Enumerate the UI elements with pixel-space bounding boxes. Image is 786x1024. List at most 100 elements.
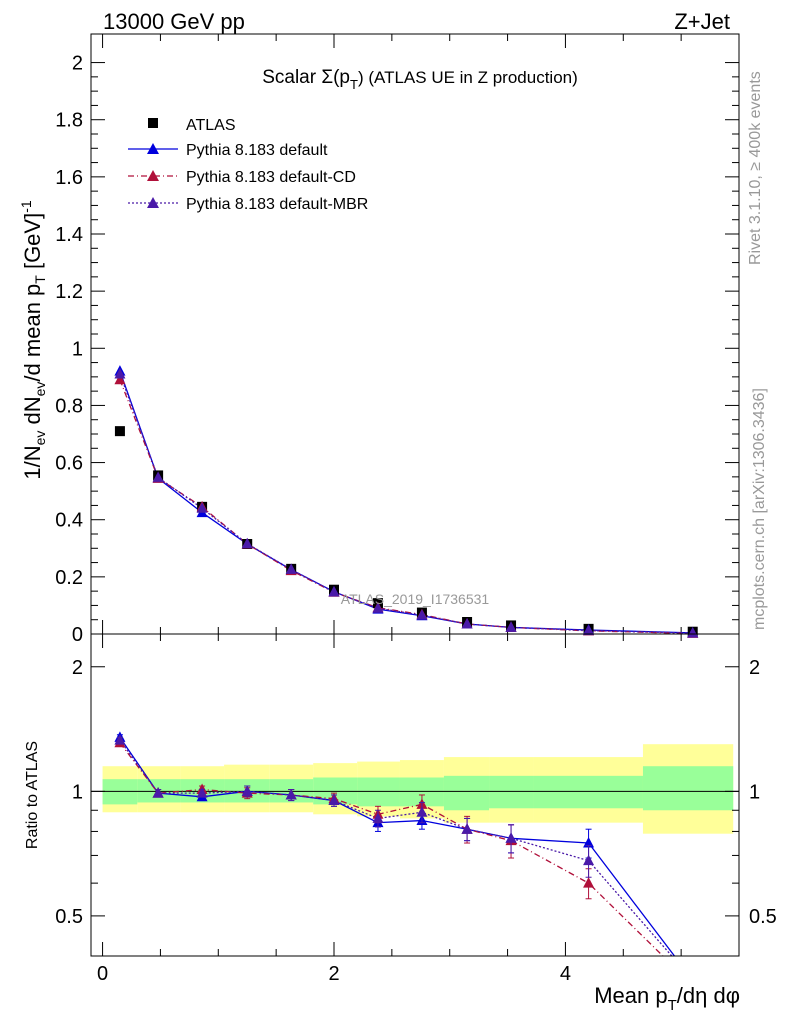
ylabel-b: dN bbox=[20, 396, 45, 430]
main-y-tick-label: 1.4 bbox=[55, 224, 83, 246]
ratio-y-tick-label: 1 bbox=[72, 781, 83, 803]
xlabel-sub: T bbox=[668, 997, 677, 1014]
ratio-data-point bbox=[241, 785, 253, 796]
ratio-x-tick-label: 2 bbox=[328, 963, 339, 985]
ratio-data-point bbox=[505, 832, 517, 843]
main-ylabel: 1/Nev dNev/d mean pT [GeV]-1 bbox=[18, 200, 48, 480]
legend-marker-cd bbox=[147, 170, 159, 181]
ylabel-c: /d mean p bbox=[20, 284, 45, 382]
main-y-tick-label: 1 bbox=[72, 338, 83, 360]
legend-item-cd: Pythia 8.183 default-CD bbox=[128, 169, 356, 186]
ratio-data-point bbox=[583, 837, 595, 848]
ylabel-d-sup: -1 bbox=[18, 200, 34, 213]
ratio-data-point bbox=[285, 788, 297, 800]
main-y-tick-label: 0.8 bbox=[55, 395, 83, 417]
ratio-x-tick-label: 0 bbox=[97, 963, 108, 985]
legend: ATLAS Pythia 8.183 default Pythia 8.183 … bbox=[128, 117, 368, 213]
main-x-ticks bbox=[102, 34, 682, 634]
main-y-tick-label: 0.4 bbox=[55, 510, 83, 532]
ratio-panel: 0.5 0.5 1 1 2 2 0 2 4 Ratio to ATLAS Mean pT/dη… bbox=[24, 633, 777, 1014]
main-series-line bbox=[119, 373, 693, 634]
main-y-tick-label: 0.2 bbox=[55, 567, 83, 589]
mc-data-point bbox=[285, 563, 297, 574]
ratio-series-line bbox=[119, 737, 676, 956]
legend-label-mbr: Pythia 8.183 default-MBR bbox=[186, 196, 368, 213]
header-right: Z+Jet bbox=[674, 9, 730, 34]
legend-item-atlas: ATLAS bbox=[148, 117, 236, 134]
ylabel-c-sub: T bbox=[32, 275, 48, 284]
main-y-tick-label: 1.8 bbox=[55, 110, 83, 132]
ratio-data-point bbox=[114, 734, 126, 745]
watermark: ATLAS_2019_I1736531 bbox=[341, 591, 490, 607]
ratio-x-tick-label: 4 bbox=[560, 963, 571, 985]
ratio-y-tick-label-right: 1 bbox=[749, 781, 760, 803]
title-suffix: ) (ATLAS UE in Z production) bbox=[358, 68, 578, 87]
main-y-tick-label: 0.6 bbox=[55, 453, 83, 475]
mc-data-point bbox=[687, 627, 699, 638]
mc-data-point bbox=[416, 609, 428, 620]
mc-data-point bbox=[372, 602, 384, 613]
main-y-ticks: 0 0.2 0.4 0.6 0.8 1 1.2 1.4 1.6 1.8 2 bbox=[55, 53, 739, 646]
mc-data-point bbox=[461, 618, 473, 629]
ratio-bands bbox=[102, 744, 734, 834]
ratio-series-line bbox=[119, 742, 664, 956]
ratio-band-inner bbox=[357, 777, 400, 807]
ratio-data-point bbox=[372, 812, 384, 823]
ylabel-a-sub: ev bbox=[32, 431, 48, 446]
mc-data-point bbox=[152, 471, 164, 482]
ratio-data-point bbox=[583, 877, 595, 888]
ratio-band-inner bbox=[443, 775, 490, 811]
legend-item-default: Pythia 8.183 default bbox=[128, 142, 328, 159]
ratio-series bbox=[114, 731, 676, 956]
ratio-band-inner bbox=[642, 766, 734, 811]
ratio-y-ticks: 0.5 0.5 1 1 2 2 bbox=[55, 657, 777, 928]
legend-item-mbr: Pythia 8.183 default-MBR bbox=[128, 196, 368, 213]
ratio-data-point bbox=[583, 854, 595, 866]
mcplots-label: mcplots.cern.ch [arXiv:1306.3436] bbox=[751, 388, 768, 630]
ratio-y-tick-label: 2 bbox=[72, 657, 83, 679]
rivet-label: Rivet 3.1.10, ≥ 400k events bbox=[747, 71, 764, 265]
chart-title: Scalar Σ(pT) (ATLAS UE in Z production) bbox=[262, 67, 578, 92]
xlabel-suffix: /dη dφ bbox=[677, 983, 740, 1008]
ratio-frame bbox=[90, 633, 740, 957]
header-left: 13000 GeV pp bbox=[103, 9, 245, 34]
ratio-series-line bbox=[119, 739, 673, 956]
legend-marker-atlas bbox=[148, 118, 158, 128]
legend-label-default: Pythia 8.183 default bbox=[186, 142, 328, 159]
ratio-ylabel: Ratio to ATLAS bbox=[24, 741, 41, 849]
mc-data-point bbox=[114, 368, 126, 379]
legend-marker-default bbox=[147, 143, 159, 154]
ratio-xlabel: Mean pT/dη dφ bbox=[594, 983, 740, 1014]
main-panel: 0 0.2 0.4 0.6 0.8 1 1.2 1.4 1.6 1.8 2 Scalar Σ(pT)… bbox=[18, 33, 740, 646]
ratio-data-point bbox=[416, 806, 428, 817]
ratio-y-tick-label: 0.5 bbox=[55, 906, 83, 928]
atlas-data-point bbox=[114, 426, 125, 437]
legend-label-atlas: ATLAS bbox=[186, 117, 236, 134]
main-y-tick-label: 1.6 bbox=[55, 167, 83, 189]
ratio-data-point bbox=[461, 823, 473, 834]
mc-data-point bbox=[114, 373, 126, 385]
ratio-data-point bbox=[328, 794, 340, 806]
ratio-data-point bbox=[152, 787, 164, 798]
ylabel-d: [GeV] bbox=[20, 213, 45, 275]
legend-marker-mbr bbox=[147, 197, 159, 208]
legend-label-cd: Pythia 8.183 default-CD bbox=[186, 169, 356, 186]
mc-data-point bbox=[328, 586, 340, 597]
main-y-tick-label: 2 bbox=[72, 53, 83, 75]
ratio-data-point bbox=[196, 787, 208, 798]
main-y-tick-label: 0 bbox=[72, 624, 83, 646]
ylabel-a: 1/N bbox=[20, 445, 45, 479]
mc-data-point bbox=[241, 537, 253, 549]
ratio-band-inner bbox=[489, 775, 534, 809]
ylabel-b-sub: ev bbox=[32, 382, 48, 397]
ratio-y-tick-label-right: 0.5 bbox=[749, 906, 777, 928]
title-sub: T bbox=[350, 77, 358, 92]
xlabel-prefix: Mean p bbox=[594, 983, 667, 1008]
mc-data-point bbox=[505, 621, 517, 632]
ratio-x-ticks: 0 2 4 bbox=[97, 634, 682, 985]
mc-data-point bbox=[196, 502, 208, 513]
ratio-band-inner bbox=[533, 775, 643, 809]
main-series bbox=[114, 365, 699, 638]
main-y-tick-label: 1.2 bbox=[55, 281, 83, 303]
